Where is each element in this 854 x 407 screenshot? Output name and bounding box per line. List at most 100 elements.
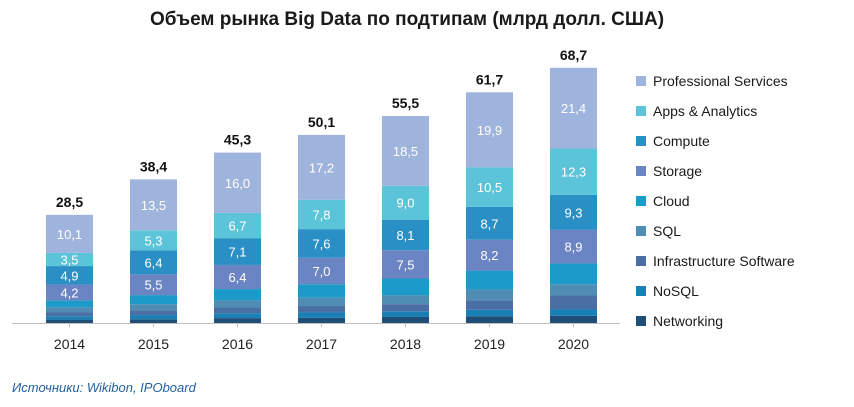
- bar-segment: [46, 284, 93, 301]
- segment-label: 6,7: [228, 219, 246, 234]
- bar-segment: [550, 295, 597, 310]
- bar-segment: [298, 257, 345, 285]
- segment-label: 7,5: [396, 257, 414, 272]
- segment-label: 6,4: [144, 255, 162, 270]
- segment-label: 4,2: [60, 285, 78, 300]
- source-note: Источники: Wikibon, IPOboard: [12, 380, 196, 395]
- bar-segment: [298, 306, 345, 313]
- legend-label: Infrastructure Software: [653, 253, 795, 269]
- legend-label: Networking: [653, 313, 724, 329]
- x-tick-label: 2014: [54, 336, 85, 352]
- bar-segment: [466, 92, 513, 168]
- bar-segment: [550, 194, 597, 230]
- x-tick-label: 2020: [558, 336, 589, 352]
- legend-swatch: [636, 286, 646, 296]
- legend-swatch: [636, 136, 646, 146]
- x-tick-label: 2017: [306, 336, 337, 352]
- legend-item: SQL: [636, 216, 846, 246]
- bar-segment: [46, 312, 93, 317]
- segment-label: 3,5: [60, 252, 78, 267]
- segment-label: 4,9: [60, 268, 78, 283]
- segment-label: 7,1: [228, 245, 246, 260]
- legend-swatch: [636, 106, 646, 116]
- bar-segment: [46, 214, 93, 253]
- bar-total-label: 28,5: [56, 194, 83, 210]
- bar-segment: [382, 116, 429, 186]
- bar-total-label: 50,1: [308, 114, 335, 130]
- bar-segment: [550, 67, 597, 149]
- legend-label: Apps & Analytics: [653, 103, 758, 119]
- bar-total-label: 55,5: [392, 95, 419, 111]
- x-tick-label: 2018: [390, 336, 421, 352]
- legend-item: Networking: [636, 306, 846, 336]
- bar-segment: [130, 310, 177, 316]
- bar-segment: [550, 148, 597, 195]
- bar-segment: [46, 252, 93, 267]
- bar-segment: [298, 199, 345, 230]
- bar-segment: [382, 316, 429, 323]
- legend-item: Storage: [636, 156, 846, 186]
- legend-swatch: [636, 256, 646, 266]
- bar-total-label: 68,7: [560, 47, 587, 63]
- bar-segment: [46, 316, 93, 320]
- segment-label: 8,1: [396, 228, 414, 243]
- bar-segment: [466, 239, 513, 271]
- bar-segment: [130, 304, 177, 311]
- bar-segment: [550, 315, 597, 323]
- legend-label: NoSQL: [653, 283, 699, 299]
- bar-segment: [382, 185, 429, 220]
- segment-label: 21,4: [561, 101, 586, 116]
- bar-segment: [46, 307, 93, 313]
- segment-label: 19,9: [477, 123, 502, 138]
- bar-total-label: 45,3: [224, 132, 251, 148]
- segment-label: 12,3: [561, 165, 586, 180]
- segment-label: 10,1: [57, 227, 82, 242]
- bar-segment: [130, 274, 177, 296]
- bar-segment: [382, 219, 429, 251]
- bar-segment: [550, 309, 597, 316]
- bar-segment: [130, 250, 177, 275]
- legend-item: Cloud: [636, 186, 846, 216]
- segment-label: 7,6: [312, 236, 330, 251]
- x-tick-label: 2019: [474, 336, 505, 352]
- segment-label: 5,5: [144, 278, 162, 293]
- bar-segment: [214, 307, 261, 314]
- bar-segment: [130, 179, 177, 231]
- legend-swatch: [636, 226, 646, 236]
- bar-segment: [466, 309, 513, 317]
- legend-swatch: [636, 316, 646, 326]
- bar-segment: [466, 270, 513, 290]
- bar-segment: [382, 311, 429, 317]
- bar-segment: [130, 230, 177, 251]
- bar-segment: [298, 134, 345, 200]
- bar-segment: [466, 206, 513, 240]
- legend-item: Compute: [636, 126, 846, 156]
- x-tick-label: 2015: [138, 336, 169, 352]
- bar-segment: [130, 295, 177, 305]
- bar-segment: [46, 300, 93, 308]
- bar-total-label: 61,7: [476, 71, 503, 87]
- legend-label: Cloud: [653, 193, 690, 209]
- bar-segment: [466, 300, 513, 310]
- segment-label: 8,7: [480, 216, 498, 231]
- x-tick-label: 2016: [222, 336, 253, 352]
- bar-segment: [466, 316, 513, 323]
- stacked-bar-chart: 4,2 4,93,5 10,1 28,5 2014 5,5 6,4 5,3 13,5 38,4 20…: [12, 47, 620, 352]
- bar-segment: [298, 312, 345, 318]
- bar-segment: [130, 319, 177, 323]
- chart-legend: Professional Services Apps & Analytics Com…: [636, 66, 846, 336]
- bar-segment: [130, 315, 177, 320]
- legend-label: Professional Services: [653, 73, 788, 89]
- bar-segment: [298, 297, 345, 307]
- bar-segment: [550, 284, 597, 296]
- segment-label: 8,9: [564, 240, 582, 255]
- bar-segment: [214, 300, 261, 308]
- legend-item: Infrastructure Software: [636, 246, 846, 276]
- legend-swatch: [636, 196, 646, 206]
- legend-label: SQL: [653, 223, 682, 239]
- segment-label: 7,0: [312, 264, 330, 279]
- segment-label: 9,0: [396, 196, 414, 211]
- bar-segment: [466, 167, 513, 207]
- segment-label: 9,3: [564, 205, 582, 220]
- bar-segment: [214, 152, 261, 213]
